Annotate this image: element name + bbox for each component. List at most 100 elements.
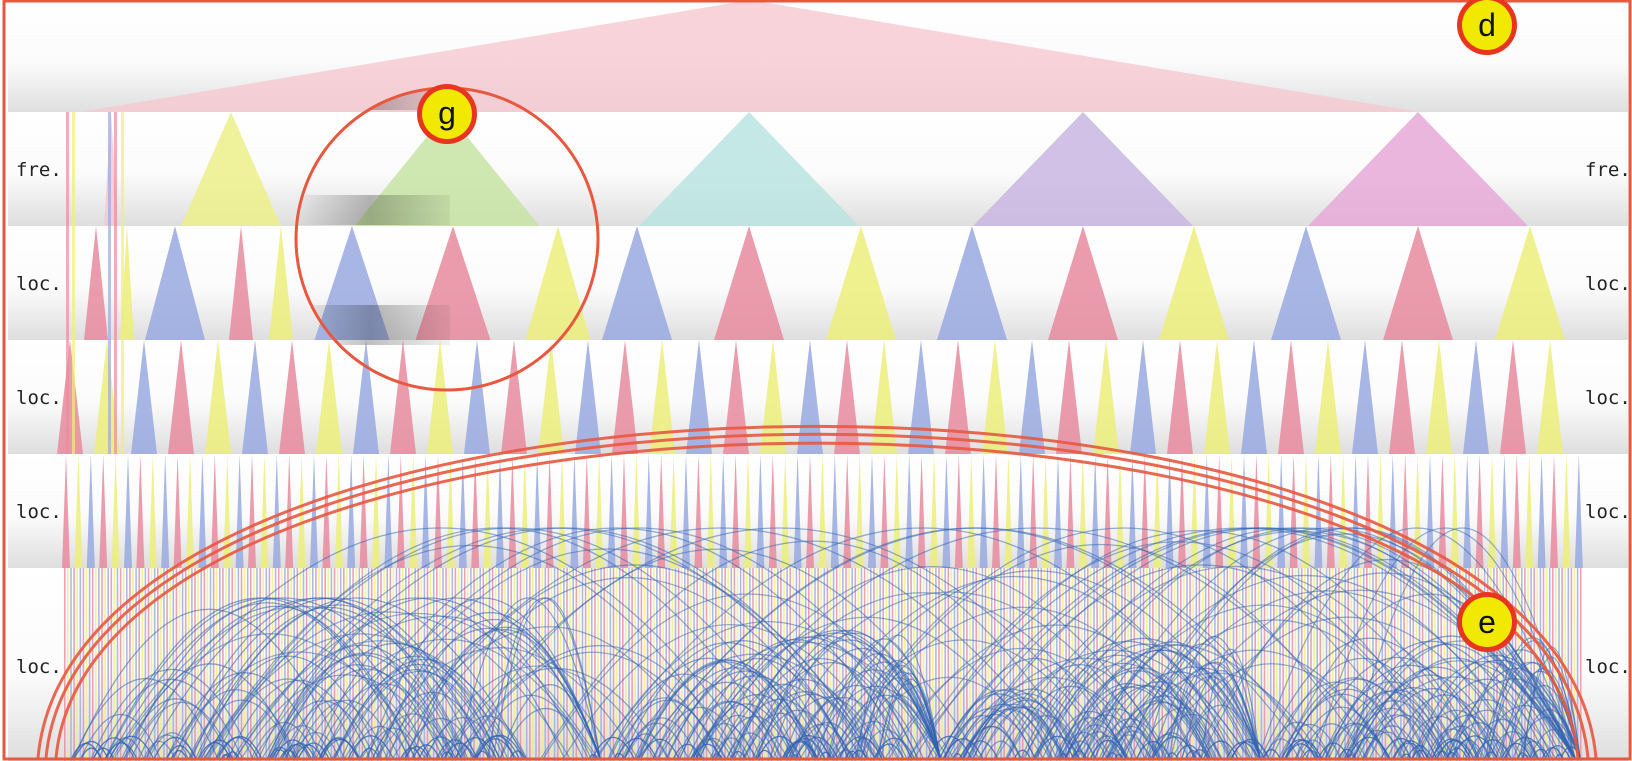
leaf-stripe	[1158, 568, 1160, 761]
leaf-stripe	[442, 568, 444, 761]
leaf-stripe	[1025, 568, 1027, 761]
leaf-stripe	[1471, 568, 1473, 761]
leaf-stripe	[1021, 568, 1024, 761]
leaf-stripe	[956, 568, 959, 761]
leaf-stripe	[1214, 568, 1216, 761]
dependency-arc	[456, 548, 980, 759]
marker-g-label: g	[438, 95, 456, 131]
leaf-stripe	[919, 568, 922, 761]
leaf-stripe	[1000, 568, 1002, 761]
leaf-stripe	[398, 568, 401, 761]
leaf-stripe	[85, 568, 88, 761]
leaf-stripe	[1533, 568, 1535, 761]
leaf-stripe	[699, 568, 702, 761]
dependency-arc	[1446, 722, 1512, 759]
loc-node-triangle	[607, 454, 616, 568]
loc-node-triangle	[1159, 226, 1229, 340]
leaf-stripe	[1254, 568, 1256, 761]
dependency-arc	[456, 597, 601, 759]
marker-e[interactable]: e	[1457, 592, 1517, 652]
fre-node-triangle	[973, 112, 1193, 226]
leaf-stripe	[594, 568, 596, 761]
leaf-stripe	[603, 568, 605, 761]
leaf-stripe	[1570, 568, 1573, 761]
dependency-arc	[795, 736, 839, 759]
loc-node-triangle	[868, 454, 876, 568]
marker-g[interactable]: g	[417, 84, 477, 144]
dependency-arc	[1117, 590, 1537, 759]
leaf-stripe	[622, 568, 624, 761]
leaf-stripe	[153, 568, 156, 761]
loc-node-triangle	[595, 454, 604, 568]
loc-node-triangle	[1537, 340, 1563, 454]
dependency-arc	[884, 647, 1161, 759]
leaf-stripe	[66, 112, 69, 454]
dependency-arc	[80, 714, 161, 759]
leaf-stripe	[1362, 568, 1365, 761]
dependency-arc	[657, 641, 949, 759]
dependency-arc	[1114, 533, 1576, 759]
leaf-stripe	[498, 568, 500, 761]
leaf-stripe	[1121, 568, 1123, 761]
dependency-arc	[215, 678, 361, 759]
leaf-stripe	[901, 568, 903, 761]
leaf-stripe	[1062, 568, 1064, 761]
leaf-stripe	[1353, 568, 1356, 761]
leaf-stripe	[854, 568, 857, 761]
leaf-stripe	[429, 568, 432, 761]
leaf-stripe	[504, 568, 506, 761]
dependency-arc	[833, 606, 1212, 759]
dependency-arc	[284, 668, 448, 759]
loc-node-triangle	[908, 340, 934, 454]
dependency-arc	[1446, 747, 1468, 759]
leaf-stripe	[494, 568, 497, 761]
leaf-stripe	[1459, 568, 1461, 761]
leaf-stripe	[178, 568, 181, 761]
dependency-arc	[165, 651, 432, 759]
loc-node-triangle	[942, 454, 951, 568]
leaf-stripe	[972, 568, 974, 761]
dependency-arc	[637, 661, 814, 759]
dependency-arc	[795, 721, 861, 759]
leaf-stripe	[529, 568, 531, 761]
marker-e-label: e	[1478, 604, 1496, 640]
dependency-arc	[1171, 616, 1525, 759]
leaf-stripe	[370, 568, 373, 761]
dependency-arc	[143, 740, 176, 759]
leaf-stripe	[95, 568, 97, 761]
loc-node-triangle	[205, 340, 231, 454]
leaf-stripe	[1040, 568, 1043, 761]
leaf-stripe	[1555, 568, 1557, 761]
leaf-stripe	[1356, 568, 1359, 761]
loc-node-triangle	[723, 340, 749, 454]
dependency-arc	[1136, 740, 1171, 759]
dependency-arc	[1108, 672, 1323, 759]
dependency-arc	[145, 734, 189, 759]
dependency-arc	[1151, 667, 1261, 759]
leaf-stripe	[73, 568, 75, 761]
dependency-arc	[1321, 681, 1461, 759]
leaf-stripe	[1096, 568, 1098, 761]
leaf-stripe	[476, 568, 478, 761]
leaf-stripe	[600, 568, 602, 761]
loc-node-triangle	[99, 454, 108, 568]
leaf-stripe	[1059, 568, 1061, 761]
loc-node-triangle	[136, 454, 145, 568]
loc-node-triangle	[111, 454, 120, 568]
leaf-stripe	[1223, 568, 1225, 761]
loc-node-triangle	[427, 340, 453, 454]
dependency-arc	[442, 667, 669, 759]
dependency-arc	[1393, 742, 1426, 759]
dependency-arc	[1175, 744, 1203, 759]
leaf-stripe	[724, 568, 726, 761]
leaf-stripe	[1505, 568, 1508, 761]
leaf-stripe	[144, 568, 147, 761]
dependency-arc	[1192, 572, 1576, 759]
leaf-stripe	[197, 568, 199, 761]
marker-d[interactable]: d	[1457, 0, 1517, 55]
leaf-stripe	[1341, 568, 1343, 761]
dependency-arc	[1181, 670, 1261, 759]
leaf-stripe	[584, 568, 587, 761]
leaf-stripe	[928, 568, 931, 761]
dependency-arc	[563, 623, 898, 759]
